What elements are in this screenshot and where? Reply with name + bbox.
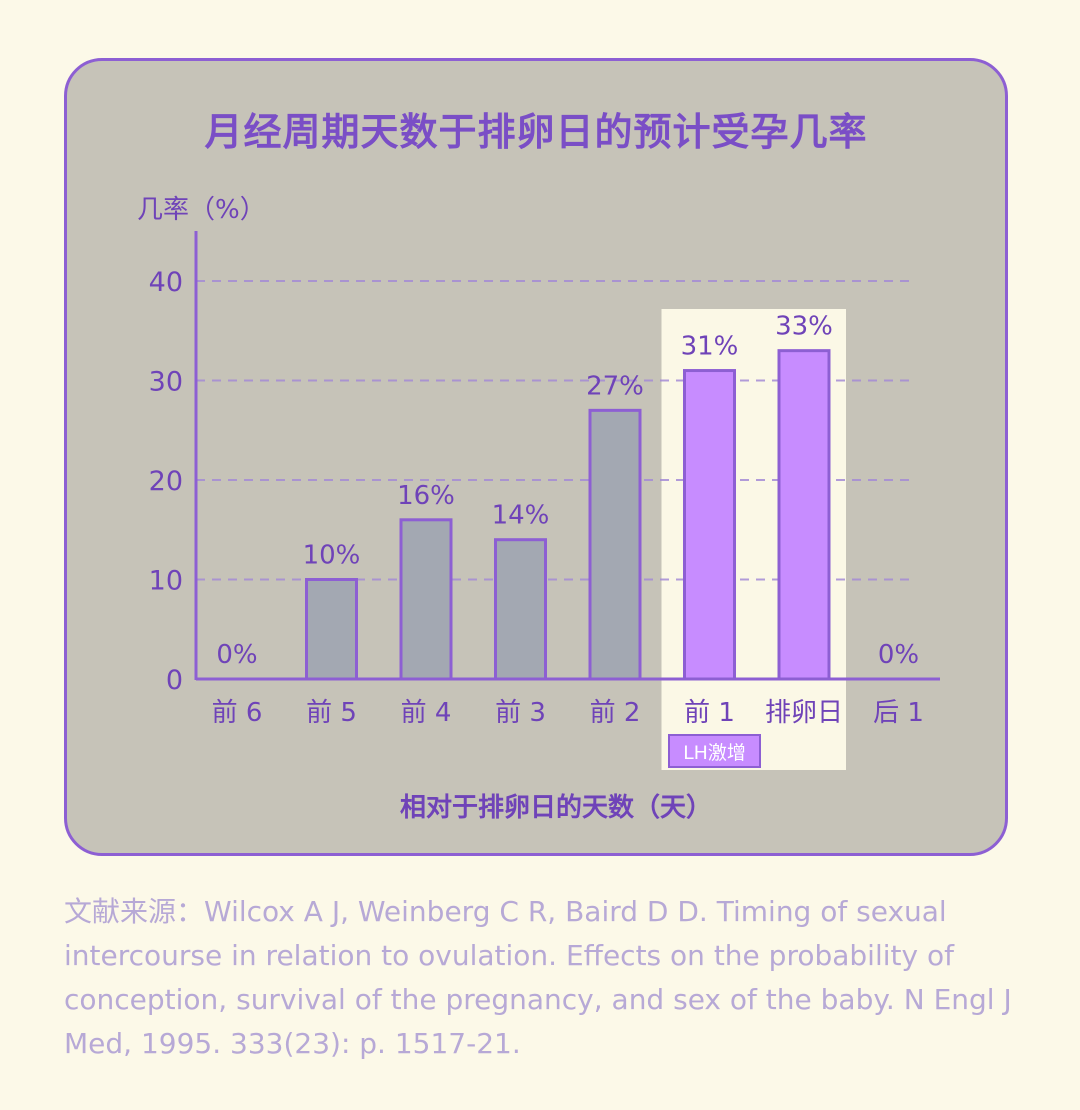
bar <box>777 349 831 681</box>
bar-value-label: 27% <box>586 371 644 401</box>
lh-surge-label: LH激增 <box>683 742 746 764</box>
bar-value-label: 33% <box>775 312 833 342</box>
bar-value-label: 0% <box>216 640 257 670</box>
source-citation: 文献来源：Wilcox A J, Weinberg C R, Baird D D… <box>64 895 1012 1060</box>
chart-title: 月经周期天数于排卵日的预计受孕几率 <box>204 110 868 154</box>
y-axis-label: 几率（%） <box>137 195 266 225</box>
x-tick-label: 前 1 <box>684 698 735 728</box>
bar-value-label: 31% <box>681 332 739 362</box>
bar <box>683 369 736 681</box>
bar-value-label: 10% <box>303 541 361 571</box>
chart-card: 月经周期天数于排卵日的预计受孕几率 <box>64 58 1008 856</box>
x-tick-label: 排卵日 <box>765 698 843 728</box>
bar <box>588 408 642 681</box>
x-tick-label: 前 5 <box>306 698 357 728</box>
bar <box>494 538 547 681</box>
bar-value-label: 0% <box>878 640 919 670</box>
x-tick-label: 后 1 <box>873 698 924 728</box>
y-tick-label: 30 <box>149 367 183 398</box>
x-tick-label: 前 2 <box>590 698 641 728</box>
y-tick-label: 40 <box>149 267 183 298</box>
x-tick-label: 前 6 <box>212 698 263 728</box>
lh-surge-badge <box>668 734 761 768</box>
bar-value-label: 16% <box>397 481 455 511</box>
x-tick-label: 前 4 <box>401 698 452 728</box>
x-axis-label: 相对于排卵日的天数（天） <box>400 792 712 823</box>
y-tick-label: 20 <box>149 466 183 497</box>
y-tick-label: 10 <box>149 566 183 597</box>
bar-value-label: 14% <box>492 501 550 531</box>
bar <box>305 578 358 681</box>
bar <box>399 518 453 681</box>
x-tick-label: 前 3 <box>495 698 546 728</box>
y-tick-label: 0 <box>166 665 183 696</box>
